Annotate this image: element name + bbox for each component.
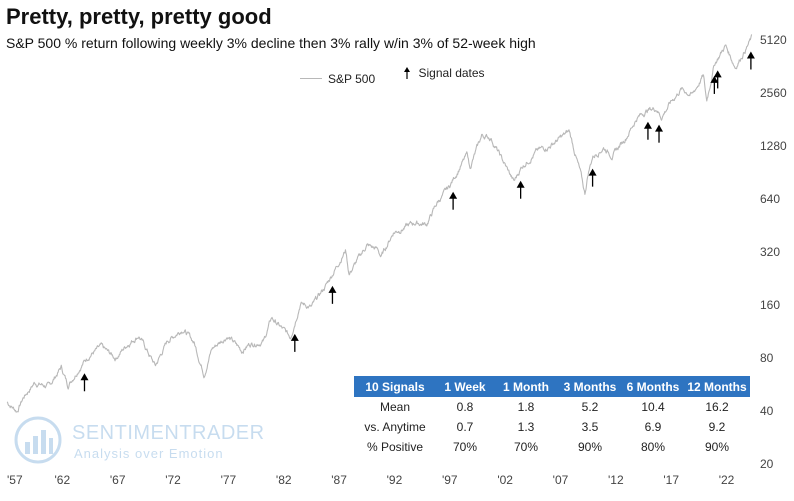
- signal-arrow: [655, 124, 664, 143]
- stats-row-label: vs. Anytime: [354, 417, 436, 437]
- stats-header-cell: 12 Months: [684, 376, 750, 397]
- stats-table: 10 Signals 1 Week 1 Month 3 Months 6 Mon…: [354, 376, 750, 457]
- signal-arrow: [80, 373, 89, 392]
- stats-row-label: % Positive: [354, 437, 436, 457]
- x-tick-label: '72: [165, 473, 181, 487]
- x-tick-label: '82: [276, 473, 292, 487]
- chart-subtitle: S&P 500 % return following weekly 3% dec…: [6, 35, 536, 51]
- signal-arrow: [588, 168, 597, 187]
- stats-cell: 90%: [558, 437, 622, 457]
- y-tick-label: 40: [760, 404, 774, 418]
- chart-title: Pretty, pretty, pretty good: [6, 4, 272, 29]
- stats-header-cell: 10 Signals: [354, 376, 436, 397]
- x-tick-label: '92: [387, 473, 403, 487]
- stats-cell: 5.2: [558, 397, 622, 417]
- stats-header-cell: 3 Months: [558, 376, 622, 397]
- x-tick-label: '22: [719, 473, 735, 487]
- signal-arrow: [516, 180, 525, 199]
- stats-cell: 0.8: [436, 397, 494, 417]
- signal-arrows: [80, 51, 755, 392]
- y-tick-label: 20: [760, 457, 774, 471]
- up-arrow-icon: [403, 67, 410, 79]
- stats-header-row: 10 Signals 1 Week 1 Month 3 Months 6 Mon…: [354, 376, 750, 397]
- signal-arrow: [643, 121, 652, 140]
- table-row: vs. Anytime 0.7 1.3 3.5 6.9 9.2: [354, 417, 750, 437]
- legend-signal-label: Signal dates: [418, 66, 485, 80]
- stats-cell: 80%: [622, 437, 684, 457]
- signal-arrow: [449, 191, 458, 210]
- stats-cell: 1.8: [494, 397, 558, 417]
- x-tick-label: '97: [442, 473, 458, 487]
- signal-arrow: [746, 51, 755, 70]
- x-tick-label: '07: [553, 473, 569, 487]
- series-group: [6, 34, 753, 413]
- stats-cell: 16.2: [684, 397, 750, 417]
- y-tick-label: 320: [760, 245, 780, 259]
- y-tick-label: 2560: [760, 86, 787, 100]
- x-tick-label: '87: [331, 473, 347, 487]
- line-swatch-icon: [300, 78, 322, 79]
- x-tick-label: '57: [7, 473, 23, 487]
- stats-cell: 70%: [494, 437, 558, 457]
- stats-header-cell: 6 Months: [622, 376, 684, 397]
- x-tick-label: '62: [55, 473, 71, 487]
- legend-item-series: S&P 500: [300, 72, 375, 86]
- y-tick-label: 80: [760, 351, 774, 365]
- stats-cell: 9.2: [684, 417, 750, 437]
- x-tick-label: '67: [110, 473, 126, 487]
- stats-cell: 70%: [436, 437, 494, 457]
- stats-cell: 10.4: [622, 397, 684, 417]
- stats-cell: 0.7: [436, 417, 494, 437]
- y-tick-label: 5120: [760, 33, 787, 47]
- watermark-tagline: Analysis over Emotion: [74, 446, 224, 461]
- stats-cell: 90%: [684, 437, 750, 457]
- watermark: SENTIMENTRADER Analysis over Emotion: [14, 416, 264, 468]
- table-row: % Positive 70% 70% 90% 80% 90%: [354, 437, 750, 457]
- x-tick-label: '02: [497, 473, 513, 487]
- signal-arrow: [713, 70, 722, 89]
- stats-header-cell: 1 Month: [494, 376, 558, 397]
- stats-cell: 3.5: [558, 417, 622, 437]
- y-tick-label: 640: [760, 192, 780, 206]
- x-tick-label: '12: [608, 473, 624, 487]
- stats-header-cell: 1 Week: [436, 376, 494, 397]
- stats-cell: 6.9: [622, 417, 684, 437]
- legend-item-signal: Signal dates: [401, 66, 485, 80]
- y-tick-label: 1280: [760, 139, 787, 153]
- legend-series-label: S&P 500: [328, 71, 376, 86]
- watermark-name: SENTIMENTRADER: [72, 422, 265, 444]
- sentimentrader-logo-icon: [14, 416, 62, 464]
- sp500-line: [6, 34, 753, 413]
- signal-arrow: [290, 333, 299, 352]
- y-axis-labels: 20 40 80 160 320 640 1280 2560 5120: [760, 33, 787, 471]
- x-tick-label: '17: [663, 473, 679, 487]
- legend: S&P 500 Signal dates: [300, 66, 507, 86]
- table-row: Mean 0.8 1.8 5.2 10.4 16.2: [354, 397, 750, 417]
- stats-cell: 1.3: [494, 417, 558, 437]
- x-axis-labels: '57 '62 '67 '72 '77 '82 '87 '92 '97 '02 '07 '12 '17 '…: [7, 473, 735, 487]
- stats-row-label: Mean: [354, 397, 436, 417]
- signal-arrow: [328, 285, 337, 304]
- x-tick-label: '77: [221, 473, 237, 487]
- signal-arrow: [710, 75, 719, 94]
- y-tick-label: 160: [760, 298, 780, 312]
